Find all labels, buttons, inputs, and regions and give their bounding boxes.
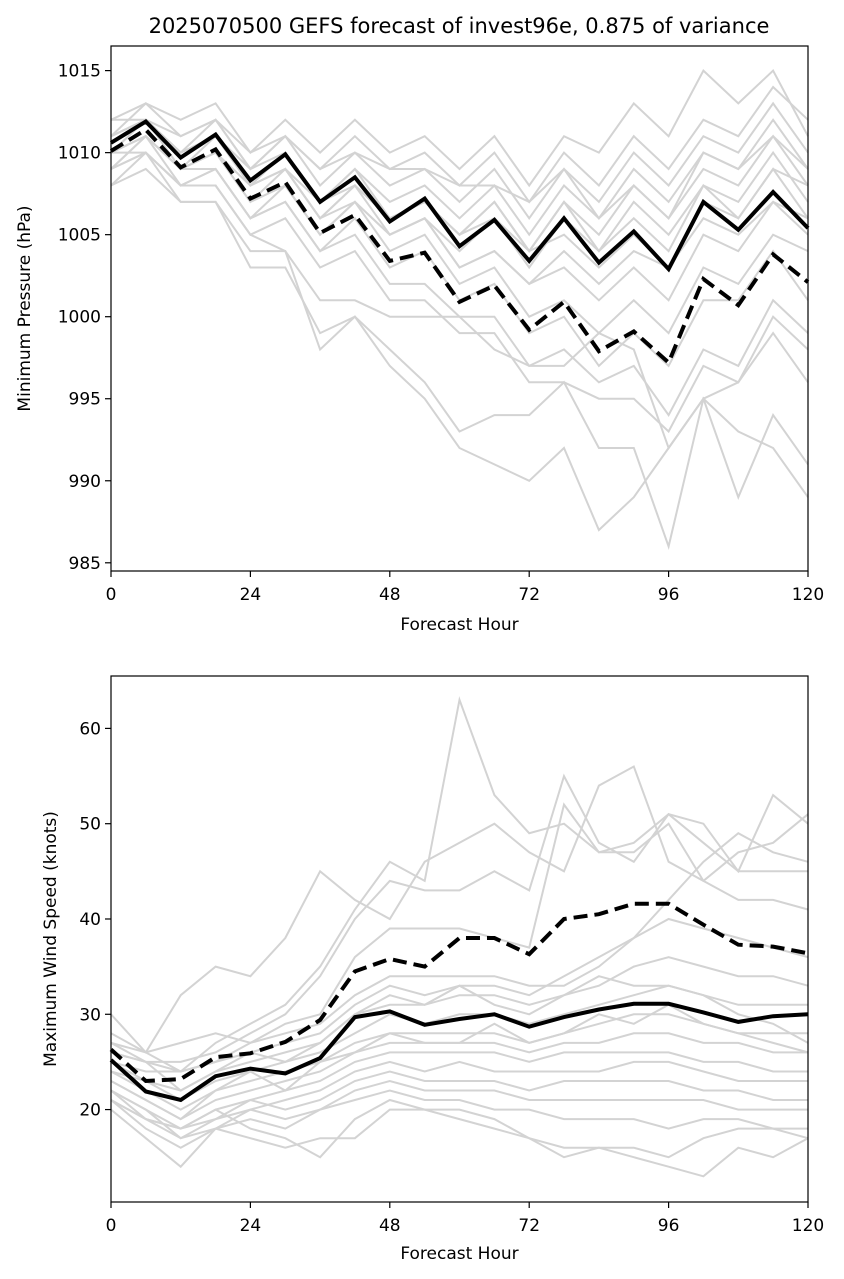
pressure-x-tick-label: 96 xyxy=(658,585,680,605)
wind-x-tick-label: 0 xyxy=(106,1216,117,1236)
pressure-member-line-16 xyxy=(111,151,809,532)
wind-member-line-9 xyxy=(110,1013,808,1111)
wind-dashed-black-line xyxy=(109,901,809,1084)
wind-member-line-5 xyxy=(110,831,809,1054)
pressure-x-tick-label: 48 xyxy=(379,585,401,605)
wind-y-tick-label: 50 xyxy=(79,815,101,835)
pressure-x-tick-label: 0 xyxy=(106,585,117,605)
wind-member-line-18 xyxy=(110,1003,809,1121)
wind-y-tick-label: 60 xyxy=(79,719,101,739)
pressure-y-axis-label: Minimum Pressure (hPa) xyxy=(15,205,35,411)
pressure-solid-black-line xyxy=(109,118,810,273)
wind-member-line-7 xyxy=(110,956,809,1092)
pressure-series-layer xyxy=(109,68,810,550)
pressure-y-tick-label: 1010 xyxy=(58,144,101,164)
wind-y-tick-label: 30 xyxy=(79,1005,101,1025)
wind-x-tick-label: 120 xyxy=(792,1216,824,1236)
pressure-y-tick-label: 1015 xyxy=(58,62,101,82)
pressure-dashed-black-line xyxy=(109,127,810,366)
wind-y-tick-label: 40 xyxy=(79,910,101,930)
pressure-y-tick-label: 1005 xyxy=(58,226,101,246)
wind-x-tick-label: 48 xyxy=(379,1216,401,1236)
pressure-y-tick-label: 990 xyxy=(69,472,101,492)
wind-member-line-19 xyxy=(110,975,809,1092)
pressure-member-line-3 xyxy=(110,101,809,221)
wind-member-line-14 xyxy=(110,1079,808,1140)
pressure-x-axis-label: Forecast Hour xyxy=(400,615,518,635)
pressure-member-line-7 xyxy=(111,118,809,220)
wind-member-line-15 xyxy=(110,1089,808,1169)
wind-member-line-16 xyxy=(110,1099,809,1159)
wind-x-tick-label: 72 xyxy=(518,1216,540,1236)
pressure-member-line-1 xyxy=(110,68,809,188)
wind-member-line-11 xyxy=(110,1051,808,1130)
pressure-x-tick-label: 24 xyxy=(240,585,262,605)
wind-series-layer xyxy=(109,696,809,1178)
pressure-panel: 0 24 48 72 96 120 985 990 995 1000 1005 1010 1015 Fo… xyxy=(15,45,824,635)
wind-member-line-2 xyxy=(110,773,809,1063)
wind-member-line-17 xyxy=(110,1089,809,1178)
wind-x-tick-label: 24 xyxy=(240,1216,262,1236)
pressure-member-line-15 xyxy=(110,151,809,550)
pressure-y-tick-label: 985 xyxy=(69,554,101,574)
chart-title: 2025070500 GEFS forecast of invest96e, 0… xyxy=(149,14,770,38)
wind-plot-frame xyxy=(110,675,809,1203)
wind-y-tick-label: 20 xyxy=(79,1101,101,1121)
pressure-x-tick-label: 72 xyxy=(518,585,540,605)
wind-ticks-layer: 0 24 48 72 96 120 20 30 40 50 60 xyxy=(79,719,824,1236)
wind-solid-black-line xyxy=(109,1001,809,1103)
wind-x-tick-label: 96 xyxy=(658,1216,680,1236)
wind-member-line-13 xyxy=(110,1070,808,1140)
pressure-y-tick-label: 1000 xyxy=(58,308,101,328)
wind-x-axis-label: Forecast Hour xyxy=(400,1244,518,1264)
wind-panel: 0 24 48 72 96 120 20 30 40 50 60 Forecast Hour Max… xyxy=(41,675,824,1264)
pressure-y-tick-label: 995 xyxy=(69,390,101,410)
pressure-ticks-layer: 0 24 48 72 96 120 985 990 995 1000 1005 1010 1015 xyxy=(58,62,824,605)
pressure-x-tick-label: 120 xyxy=(792,585,824,605)
wind-y-axis-label: Maximum Wind Speed (knots) xyxy=(41,811,61,1067)
pressure-plot-frame xyxy=(110,45,809,572)
